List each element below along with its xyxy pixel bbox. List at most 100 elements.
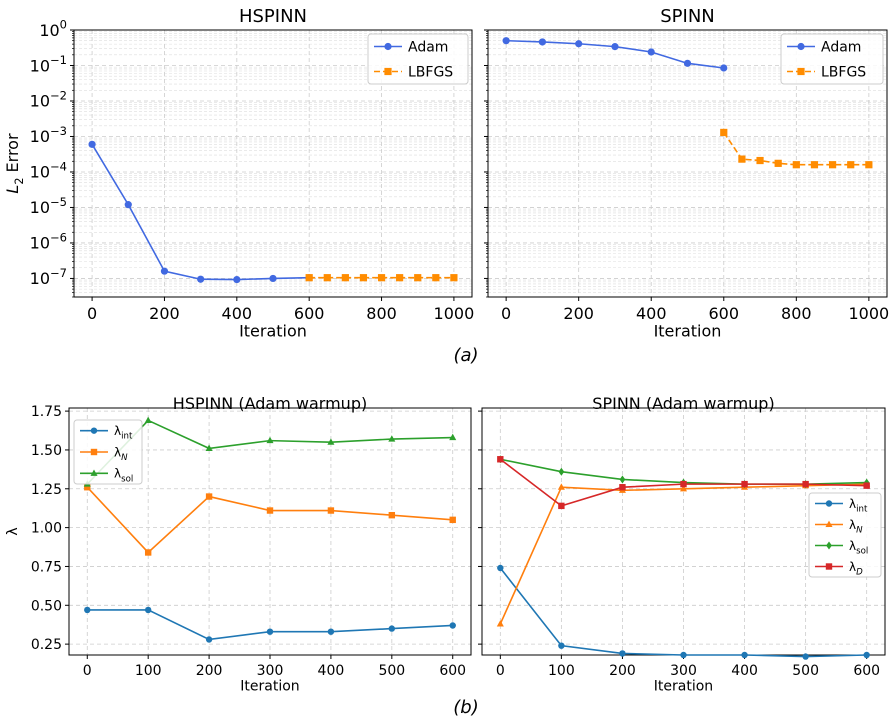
data-point <box>558 467 565 476</box>
x-axis-label: Iteration <box>654 322 722 341</box>
series--int <box>497 564 870 660</box>
data-point <box>538 38 547 46</box>
y-tick-label: 10−5 <box>30 195 67 217</box>
y-tick-label: 0.25 <box>31 637 62 653</box>
caption-b: (b) <box>453 697 478 718</box>
y-tick-label: 100 <box>39 18 67 40</box>
legend: λint λN λsol λD <box>808 492 882 578</box>
x-tick-label: 0 <box>496 663 505 679</box>
hspinn-error-chart: 0 200 400 600 800 1000 100 10−1 10−2 10−3 10−4 10−5… <box>3 6 474 341</box>
legend-label: LBFGS <box>821 65 866 81</box>
data-point <box>863 482 870 489</box>
data-point <box>197 275 205 283</box>
data-point <box>388 435 396 442</box>
data-point <box>720 64 728 72</box>
axes-frame <box>487 29 888 298</box>
y-tick-label: 10−7 <box>30 266 67 288</box>
legend-label: λD <box>849 560 863 578</box>
data-point <box>680 651 687 659</box>
y-tick-label: 0.75 <box>31 559 62 575</box>
x-tick-label: 0 <box>87 304 97 323</box>
data-point <box>84 484 91 491</box>
data-point <box>305 274 313 282</box>
data-point <box>327 628 335 635</box>
y-axis-label: L2 Error <box>3 133 26 194</box>
legend-marker <box>797 67 805 76</box>
legend-label: λsol <box>114 467 133 485</box>
legend-marker <box>90 469 98 476</box>
chart-title: HSPINN (Adam warmup) <box>173 394 367 413</box>
legend: λint λN λsol <box>73 419 143 485</box>
legend-label: LBFGS <box>408 65 453 81</box>
legend-label: λN <box>849 518 863 536</box>
legend-marker <box>825 563 833 570</box>
legend-label: λN <box>114 445 128 463</box>
x-axis-label: Iteration <box>239 322 307 341</box>
data-point <box>738 155 746 163</box>
data-point <box>449 433 457 441</box>
data-point <box>557 483 565 490</box>
legend-marker <box>826 541 832 550</box>
series-adam <box>502 37 728 72</box>
data-point <box>124 201 132 209</box>
data-point <box>756 156 764 165</box>
x-tick-label: 400 <box>222 304 253 323</box>
series-line <box>723 131 869 166</box>
data-point <box>449 516 456 524</box>
y-axis-label: λ <box>5 527 21 535</box>
data-point <box>496 620 504 627</box>
legend-label: Adam <box>821 40 861 56</box>
x-tick-label: 800 <box>781 304 812 323</box>
y-tick-label: 1.00 <box>31 521 62 537</box>
data-point <box>396 274 404 282</box>
data-point <box>558 502 565 510</box>
x-tick-label: 600 <box>439 663 466 679</box>
data-point <box>327 438 335 445</box>
x-tick-label: 500 <box>378 663 405 679</box>
series-lbfgs <box>720 128 873 169</box>
data-point <box>619 475 626 484</box>
x-tick-label: 100 <box>548 663 575 679</box>
data-point <box>619 650 626 657</box>
x-axis-label: Iteration <box>240 678 299 694</box>
series-lbfgs <box>305 274 458 282</box>
chart-title: HSPINN <box>239 6 307 27</box>
data-point <box>802 480 809 488</box>
x-tick-label: 600 <box>853 663 880 679</box>
data-point <box>575 40 583 48</box>
data-point <box>611 43 619 51</box>
data-point <box>269 274 277 283</box>
data-point <box>558 642 565 649</box>
x-axis-label: Iteration <box>654 678 713 694</box>
legend-marker <box>90 448 98 456</box>
data-point <box>266 436 274 444</box>
data-point <box>233 275 241 284</box>
y-tick-label: 0.50 <box>31 598 62 614</box>
x-tick-label: 400 <box>318 663 345 679</box>
x-tick-label: 300 <box>257 663 284 679</box>
x-tick-label: 400 <box>636 304 667 323</box>
data-point <box>863 651 870 659</box>
legend-marker <box>384 42 392 51</box>
x-tick-label: 0 <box>501 304 511 323</box>
x-tick-label: 500 <box>792 663 819 679</box>
data-point <box>497 564 504 572</box>
caption-a: (a) <box>453 345 478 366</box>
data-point <box>680 480 687 488</box>
data-point <box>720 128 728 137</box>
spinn-error-chart: 0 200 400 600 800 1000 SPINN Iteration Adam LBFGS <box>484 6 889 341</box>
x-tick-label: 200 <box>563 304 594 323</box>
series--sol <box>83 416 457 487</box>
hspinn-lambda-chart: 0 100 200 300 400 500 600 0.25 0.50 0.75 1.00 1.25 1… <box>5 394 472 694</box>
series--n <box>84 484 456 556</box>
x-tick-label: 0 <box>83 663 92 679</box>
x-tick-label: 200 <box>609 663 636 679</box>
data-point <box>88 140 96 148</box>
x-tick-label: 200 <box>149 304 180 323</box>
legend-label: λint <box>849 497 868 515</box>
data-point <box>144 549 152 556</box>
data-point <box>432 274 440 282</box>
data-point <box>341 274 349 282</box>
data-point <box>160 267 169 275</box>
